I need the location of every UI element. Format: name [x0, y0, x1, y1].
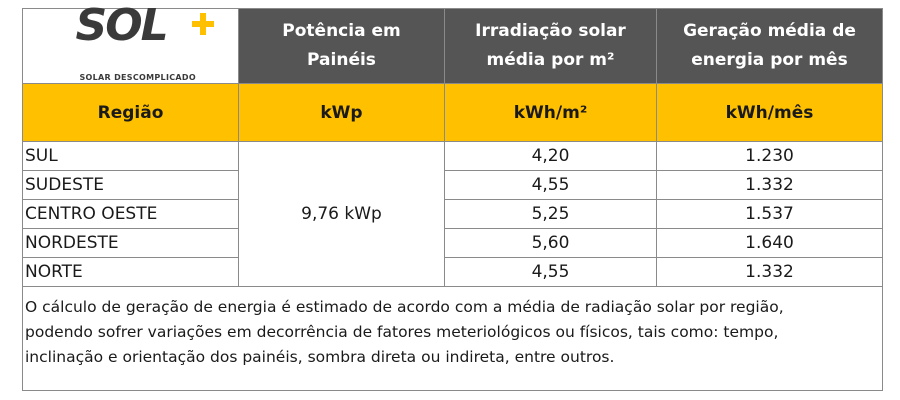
power-value-cell: 9,76 kWp: [238, 141, 445, 287]
region-cell: CENTRO OESTE: [22, 199, 239, 229]
header-power: Potência em Painéis: [238, 8, 445, 84]
unit-region: Região: [22, 83, 239, 142]
generation-cell: 1.332: [656, 170, 883, 200]
header-irradiation-line2: média por m²: [486, 50, 615, 70]
table-row: NORDESTE 5,60 1.640: [22, 228, 883, 258]
irradiation-cell: 4,20: [444, 141, 657, 171]
solar-generation-table-wrapper: SOL SOLAR DESCOMPLICADO Potência em Pain…: [22, 0, 883, 391]
unit-irradiation: kWh/m²: [444, 83, 657, 142]
region-cell: SUDESTE: [22, 170, 239, 200]
plus-icon: [191, 13, 214, 35]
header-irradiation-line1: Irradiação solar: [475, 21, 626, 41]
logo-cell: SOL SOLAR DESCOMPLICADO: [22, 0, 239, 84]
header-power-line2: Painéis: [307, 50, 376, 70]
irradiation-cell: 5,25: [444, 199, 657, 229]
irradiation-cell: 4,55: [444, 170, 657, 200]
note-line: podendo sofrer variações em decorrência …: [25, 323, 779, 341]
table-row: SUL 9,76 kWp 4,20 1.230: [22, 141, 883, 287]
header-generation-line2: energia por mês: [691, 50, 848, 70]
irradiation-cell: 4,55: [444, 257, 657, 287]
generation-cell: 1.537: [656, 199, 883, 229]
note-line: inclinação e orientação dos painéis, som…: [25, 348, 615, 366]
generation-cell: 1.640: [656, 228, 883, 258]
units-row: Região kWp kWh/m² kWh/mês: [22, 83, 883, 142]
solar-generation-table: SOL SOLAR DESCOMPLICADO Potência em Pain…: [22, 0, 883, 391]
generation-cell: 1.332: [656, 257, 883, 287]
logo-word: SOL: [75, 0, 169, 51]
region-cell: NORDESTE: [22, 228, 239, 258]
table-row: NORTE 4,55 1.332: [22, 257, 883, 287]
unit-power: kWp: [238, 83, 445, 142]
table-row: CENTRO OESTE 5,25 1.537: [22, 199, 883, 229]
region-cell: SUL: [22, 141, 239, 171]
generation-cell: 1.230: [656, 141, 883, 171]
note-row: O cálculo de geração de energia é estima…: [22, 286, 883, 391]
header-row: SOL SOLAR DESCOMPLICADO Potência em Pain…: [22, 0, 883, 84]
sol-logo: SOL SOLAR DESCOMPLICADO: [26, 0, 236, 83]
header-generation: Geração média de energia por mês: [656, 8, 883, 84]
unit-generation: kWh/mês: [656, 83, 883, 142]
table-row: SUDESTE 4,55 1.332: [22, 170, 883, 200]
irradiation-cell: 5,60: [444, 228, 657, 258]
region-cell: NORTE: [22, 257, 239, 287]
header-irradiation: Irradiação solar média por m²: [444, 8, 657, 84]
header-power-line1: Potência em: [282, 21, 401, 41]
logo-tagline: SOLAR DESCOMPLICADO: [79, 73, 196, 82]
header-generation-line1: Geração média de: [683, 21, 856, 41]
disclaimer-note: O cálculo de geração de energia é estima…: [22, 286, 883, 391]
note-line: O cálculo de geração de energia é estima…: [25, 298, 784, 316]
